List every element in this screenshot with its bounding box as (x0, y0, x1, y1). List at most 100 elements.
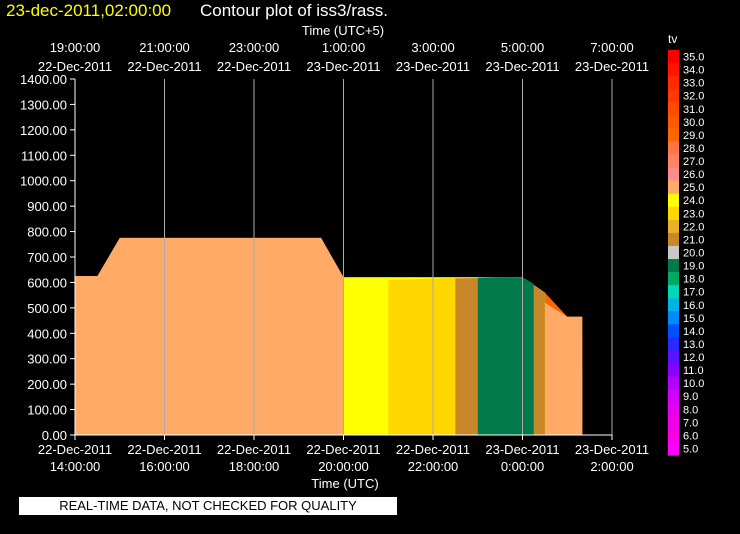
x-tick-label-date: 22-Dec-2011 (306, 442, 380, 457)
colorbar-level-label: 30.0 (683, 117, 704, 129)
colorbar-level-label: 29.0 (683, 130, 704, 142)
colorbar-swatch (668, 285, 679, 299)
colorbar-swatch (668, 428, 679, 443)
colorbar: tv 35.034.033.032.031.030.029.028.027.026… (668, 32, 704, 456)
axes: 22-Dec-2011 14:00:00 22-Dec-2011 16:00:00 22… (20, 40, 649, 474)
x-tick-label-time: 0:00:00 (501, 459, 544, 474)
y-tick-label: 100.00 (27, 403, 67, 418)
y-tick-label: 1000.00 (20, 174, 67, 189)
x-top-tick-label-time: 7:00:00 (590, 40, 633, 55)
colorbar-swatch (668, 154, 679, 169)
colorbar-level-label: 21.0 (683, 234, 704, 246)
colorbar-level-label: 16.0 (683, 300, 704, 312)
colorbar-level-label: 12.0 (683, 352, 704, 364)
colorbar-swatch (668, 376, 679, 391)
colorbar-swatch (668, 76, 679, 90)
x-axis-top-label: Time (UTC+5) (302, 23, 384, 38)
y-tick-label: 800.00 (27, 225, 67, 240)
x-top-tick-label-date: 22-Dec-2011 (127, 59, 201, 74)
quality-note: REAL-TIME DATA, NOT CHECKED FOR QUALITY (19, 497, 397, 515)
x-tick-label-date: 22-Dec-2011 (396, 442, 470, 457)
x-tick-label-date: 22-Dec-2011 (217, 442, 291, 457)
x-tick-label-date: 22-Dec-2011 (38, 442, 112, 457)
x-top-tick-label-date: 23-Dec-2011 (306, 59, 380, 74)
colorbar-level-label: 31.0 (683, 104, 704, 116)
colorbar-label: tv (668, 32, 677, 46)
x-tick-label-time: 22:00:00 (408, 459, 459, 474)
colorbar-swatch (668, 206, 679, 221)
colorbar-swatch (668, 128, 679, 143)
colorbar-level-label: 14.0 (683, 326, 704, 338)
plot-timestamp: 23-dec-2011,02:00:00 (6, 1, 172, 20)
colorbar-level-label: 20.0 (683, 248, 704, 260)
colorbar-level-label: 9.0 (683, 391, 698, 403)
colorbar-level-label: 6.0 (683, 430, 698, 442)
x-top-tick-label-time: 23:00:00 (229, 40, 280, 55)
colorbar-level-label: 23.0 (683, 208, 704, 220)
x-tick-label-date: 23-Dec-2011 (485, 442, 559, 457)
plot-title: Contour plot of iss3/rass. (200, 1, 389, 20)
colorbar-swatch (668, 193, 679, 208)
colorbar-swatch (668, 89, 679, 103)
x-top-tick-label-date: 23-Dec-2011 (485, 59, 559, 74)
x-top-tick-label-time: 3:00:00 (411, 40, 454, 55)
x-top-tick-label-time: 1:00:00 (322, 40, 365, 55)
colorbar-swatch (668, 337, 679, 352)
colorbar-level-label: 15.0 (683, 313, 704, 325)
colorbar-level-label: 11.0 (683, 365, 704, 377)
x-top-tick-label-time: 5:00:00 (501, 40, 544, 55)
colorbar-level-label: 28.0 (683, 143, 704, 155)
x-tick-label-time: 20:00:00 (318, 459, 369, 474)
colorbar-swatch (668, 219, 679, 234)
colorbar-swatch (668, 115, 679, 129)
colorbar-level-label: 8.0 (683, 404, 698, 416)
colorbar-swatch (668, 311, 679, 325)
colorbar-swatch (668, 102, 679, 116)
colorbar-level-label: 35.0 (683, 52, 704, 64)
y-tick-label: 500.00 (27, 301, 67, 316)
x-tick-label-date: 22-Dec-2011 (127, 442, 201, 457)
colorbar-level-label: 10.0 (683, 378, 704, 390)
y-tick-label: 400.00 (27, 326, 67, 341)
colorbar-level-label: 22.0 (683, 221, 704, 233)
x-tick-label-time: 2:00:00 (590, 459, 633, 474)
colorbar-level-label: 24.0 (683, 195, 704, 207)
contour-fills (75, 237, 583, 435)
colorbar-level-label: 5.0 (683, 443, 698, 455)
colorbar-level-label: 32.0 (683, 91, 704, 103)
colorbar-swatch (668, 232, 679, 247)
colorbar-swatch (668, 441, 679, 456)
colorbar-swatch (668, 259, 679, 273)
colorbar-level-label: 26.0 (683, 169, 704, 181)
colorbar-swatch (668, 324, 679, 339)
colorbar-swatch (668, 415, 679, 430)
x-tick-label-date: 23-Dec-2011 (575, 442, 649, 457)
colorbar-swatch (668, 141, 679, 156)
colorbar-level-label: 19.0 (683, 261, 704, 273)
colorbar-swatch (668, 389, 679, 404)
colorbar-level-label: 34.0 (683, 65, 704, 77)
x-top-tick-label-date: 22-Dec-2011 (38, 59, 112, 74)
colorbar-swatch (668, 180, 679, 195)
colorbar-swatch (668, 363, 679, 378)
y-tick-label: 300.00 (27, 352, 67, 367)
colorbar-level-label: 33.0 (683, 78, 704, 90)
x-top-tick-label-date: 23-Dec-2011 (396, 59, 470, 74)
x-top-tick-label-time: 21:00:00 (139, 40, 190, 55)
colorbar-level-label: 7.0 (683, 417, 698, 429)
colorbar-swatch (668, 167, 679, 182)
y-tick-label: 900.00 (27, 199, 67, 214)
y-tick-label: 600.00 (27, 275, 67, 290)
y-tick-label: 1400.00 (20, 72, 67, 87)
x-axis-bottom-label: Time (UTC) (311, 476, 378, 491)
colorbar-swatch (668, 402, 679, 417)
x-top-tick-label-date: 22-Dec-2011 (217, 59, 291, 74)
y-tick-label: 1200.00 (20, 123, 67, 138)
x-top-tick-label-time: 19:00:00 (50, 40, 101, 55)
colorbar-level-label: 25.0 (683, 182, 704, 194)
colorbar-level-label: 18.0 (683, 274, 704, 286)
colorbar-level-label: 27.0 (683, 156, 704, 168)
colorbar-level-label: 17.0 (683, 287, 704, 299)
x-tick-label-time: 18:00:00 (229, 459, 280, 474)
